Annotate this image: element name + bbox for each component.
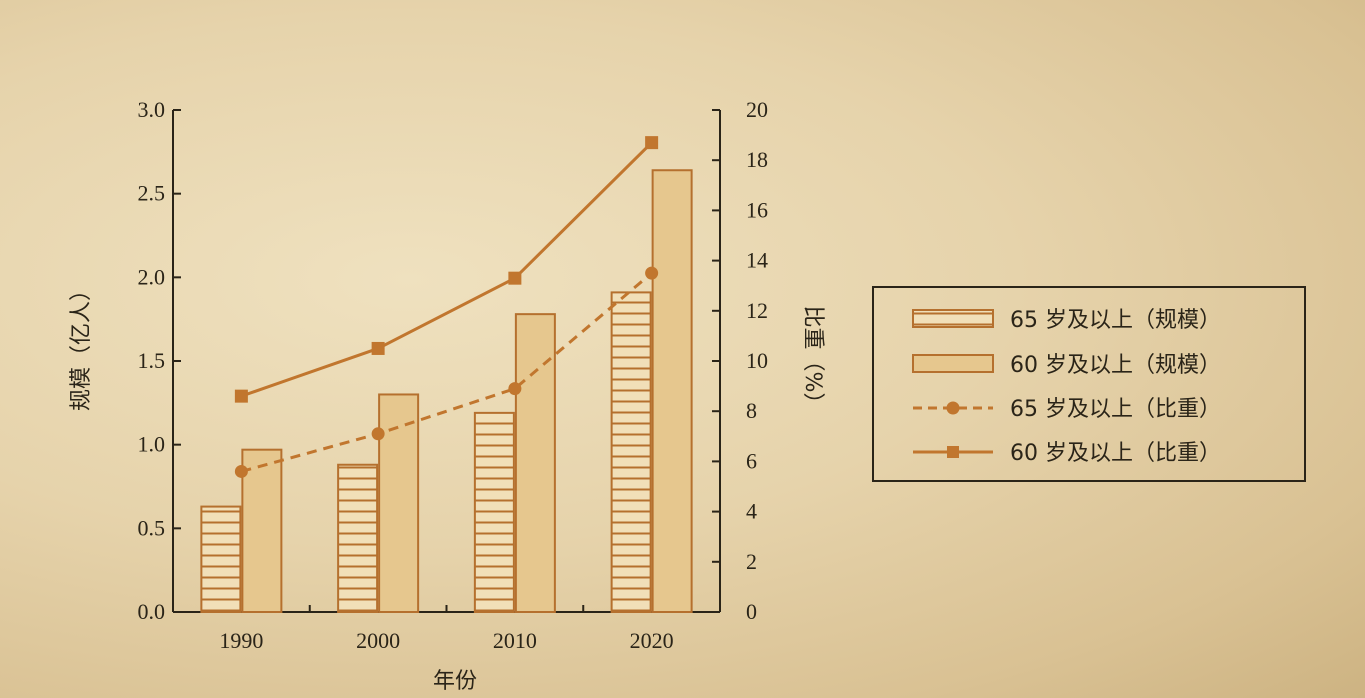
point-60-share bbox=[508, 271, 522, 285]
right-tick-label: 4 bbox=[746, 499, 757, 524]
bar-65-scale bbox=[337, 463, 379, 613]
right-tick-label: 20 bbox=[746, 97, 768, 122]
x-tick-label: 2000 bbox=[356, 628, 400, 653]
legend-label-60-scale: 60 岁及以上（规模） bbox=[1010, 353, 1221, 378]
point-60-share bbox=[234, 389, 248, 403]
left-tick-label: 1.5 bbox=[138, 348, 166, 373]
point-60-share bbox=[371, 341, 385, 355]
right-tick-label: 12 bbox=[746, 298, 768, 323]
legend-swatch-60-scale bbox=[912, 354, 994, 373]
legend: 65 岁及以上（规模） 60 岁及以上（规模） 65 岁及以上（比重） 60 岁… bbox=[872, 286, 1306, 482]
right-tick-label: 2 bbox=[746, 549, 757, 574]
bar-60-scale bbox=[378, 393, 420, 614]
left-axis-title: 规模（亿人） bbox=[69, 279, 94, 411]
left-tick-label: 2.5 bbox=[138, 181, 166, 206]
bar-60-scale bbox=[651, 169, 693, 614]
x-tick-label: 2020 bbox=[630, 628, 674, 653]
legend-label-65-scale: 65 岁及以上（规模） bbox=[1010, 308, 1221, 333]
bar-60-scale bbox=[241, 448, 283, 614]
right-tick-label: 14 bbox=[746, 248, 768, 273]
axes-layer: 0.0 0.5 1.0 1.5 2.0 2.5 3.0 0 2 4 6 8 10 12 14 16 18 20 19… bbox=[138, 97, 769, 653]
bar-60-scale bbox=[514, 313, 556, 613]
point-65-share bbox=[371, 427, 385, 441]
right-tick-label: 6 bbox=[746, 448, 757, 473]
right-tick-label: 10 bbox=[746, 348, 768, 373]
right-axis-title: 比重（%） bbox=[800, 306, 825, 415]
bar-65-scale bbox=[610, 291, 652, 613]
bars-layer bbox=[200, 169, 693, 614]
point-65-share bbox=[645, 266, 659, 280]
legend-label-65-share: 65 岁及以上（比重） bbox=[1010, 397, 1221, 422]
x-tick-label: 2010 bbox=[493, 628, 537, 653]
legend-swatch-65-scale bbox=[912, 309, 994, 328]
point-60-share bbox=[645, 136, 659, 150]
right-tick-label: 16 bbox=[746, 197, 768, 222]
lines-layer bbox=[234, 136, 659, 478]
right-tick-label: 0 bbox=[746, 599, 757, 624]
line-65-share bbox=[240, 272, 653, 473]
left-tick-label: 0.0 bbox=[138, 599, 166, 624]
left-tick-label: 3.0 bbox=[138, 97, 166, 122]
bar-65-scale bbox=[473, 411, 515, 613]
legend-label-60-share: 60 岁及以上（比重） bbox=[1010, 441, 1221, 466]
bar-65-scale bbox=[200, 505, 242, 613]
line-60-share bbox=[240, 141, 653, 398]
left-tick-label: 1.0 bbox=[138, 432, 166, 457]
left-tick-label: 0.5 bbox=[138, 515, 166, 540]
x-axis-title: 年份 bbox=[433, 669, 477, 694]
legend-marker-65-share bbox=[946, 401, 960, 415]
left-tick-label: 2.0 bbox=[138, 264, 166, 289]
legend-marker-60-share bbox=[947, 446, 959, 458]
right-tick-label: 8 bbox=[746, 398, 757, 423]
right-tick-label: 18 bbox=[746, 147, 768, 172]
point-65-share bbox=[234, 464, 248, 478]
point-65-share bbox=[508, 382, 522, 396]
x-tick-label: 1990 bbox=[219, 628, 263, 653]
legend-frame bbox=[872, 286, 1306, 482]
